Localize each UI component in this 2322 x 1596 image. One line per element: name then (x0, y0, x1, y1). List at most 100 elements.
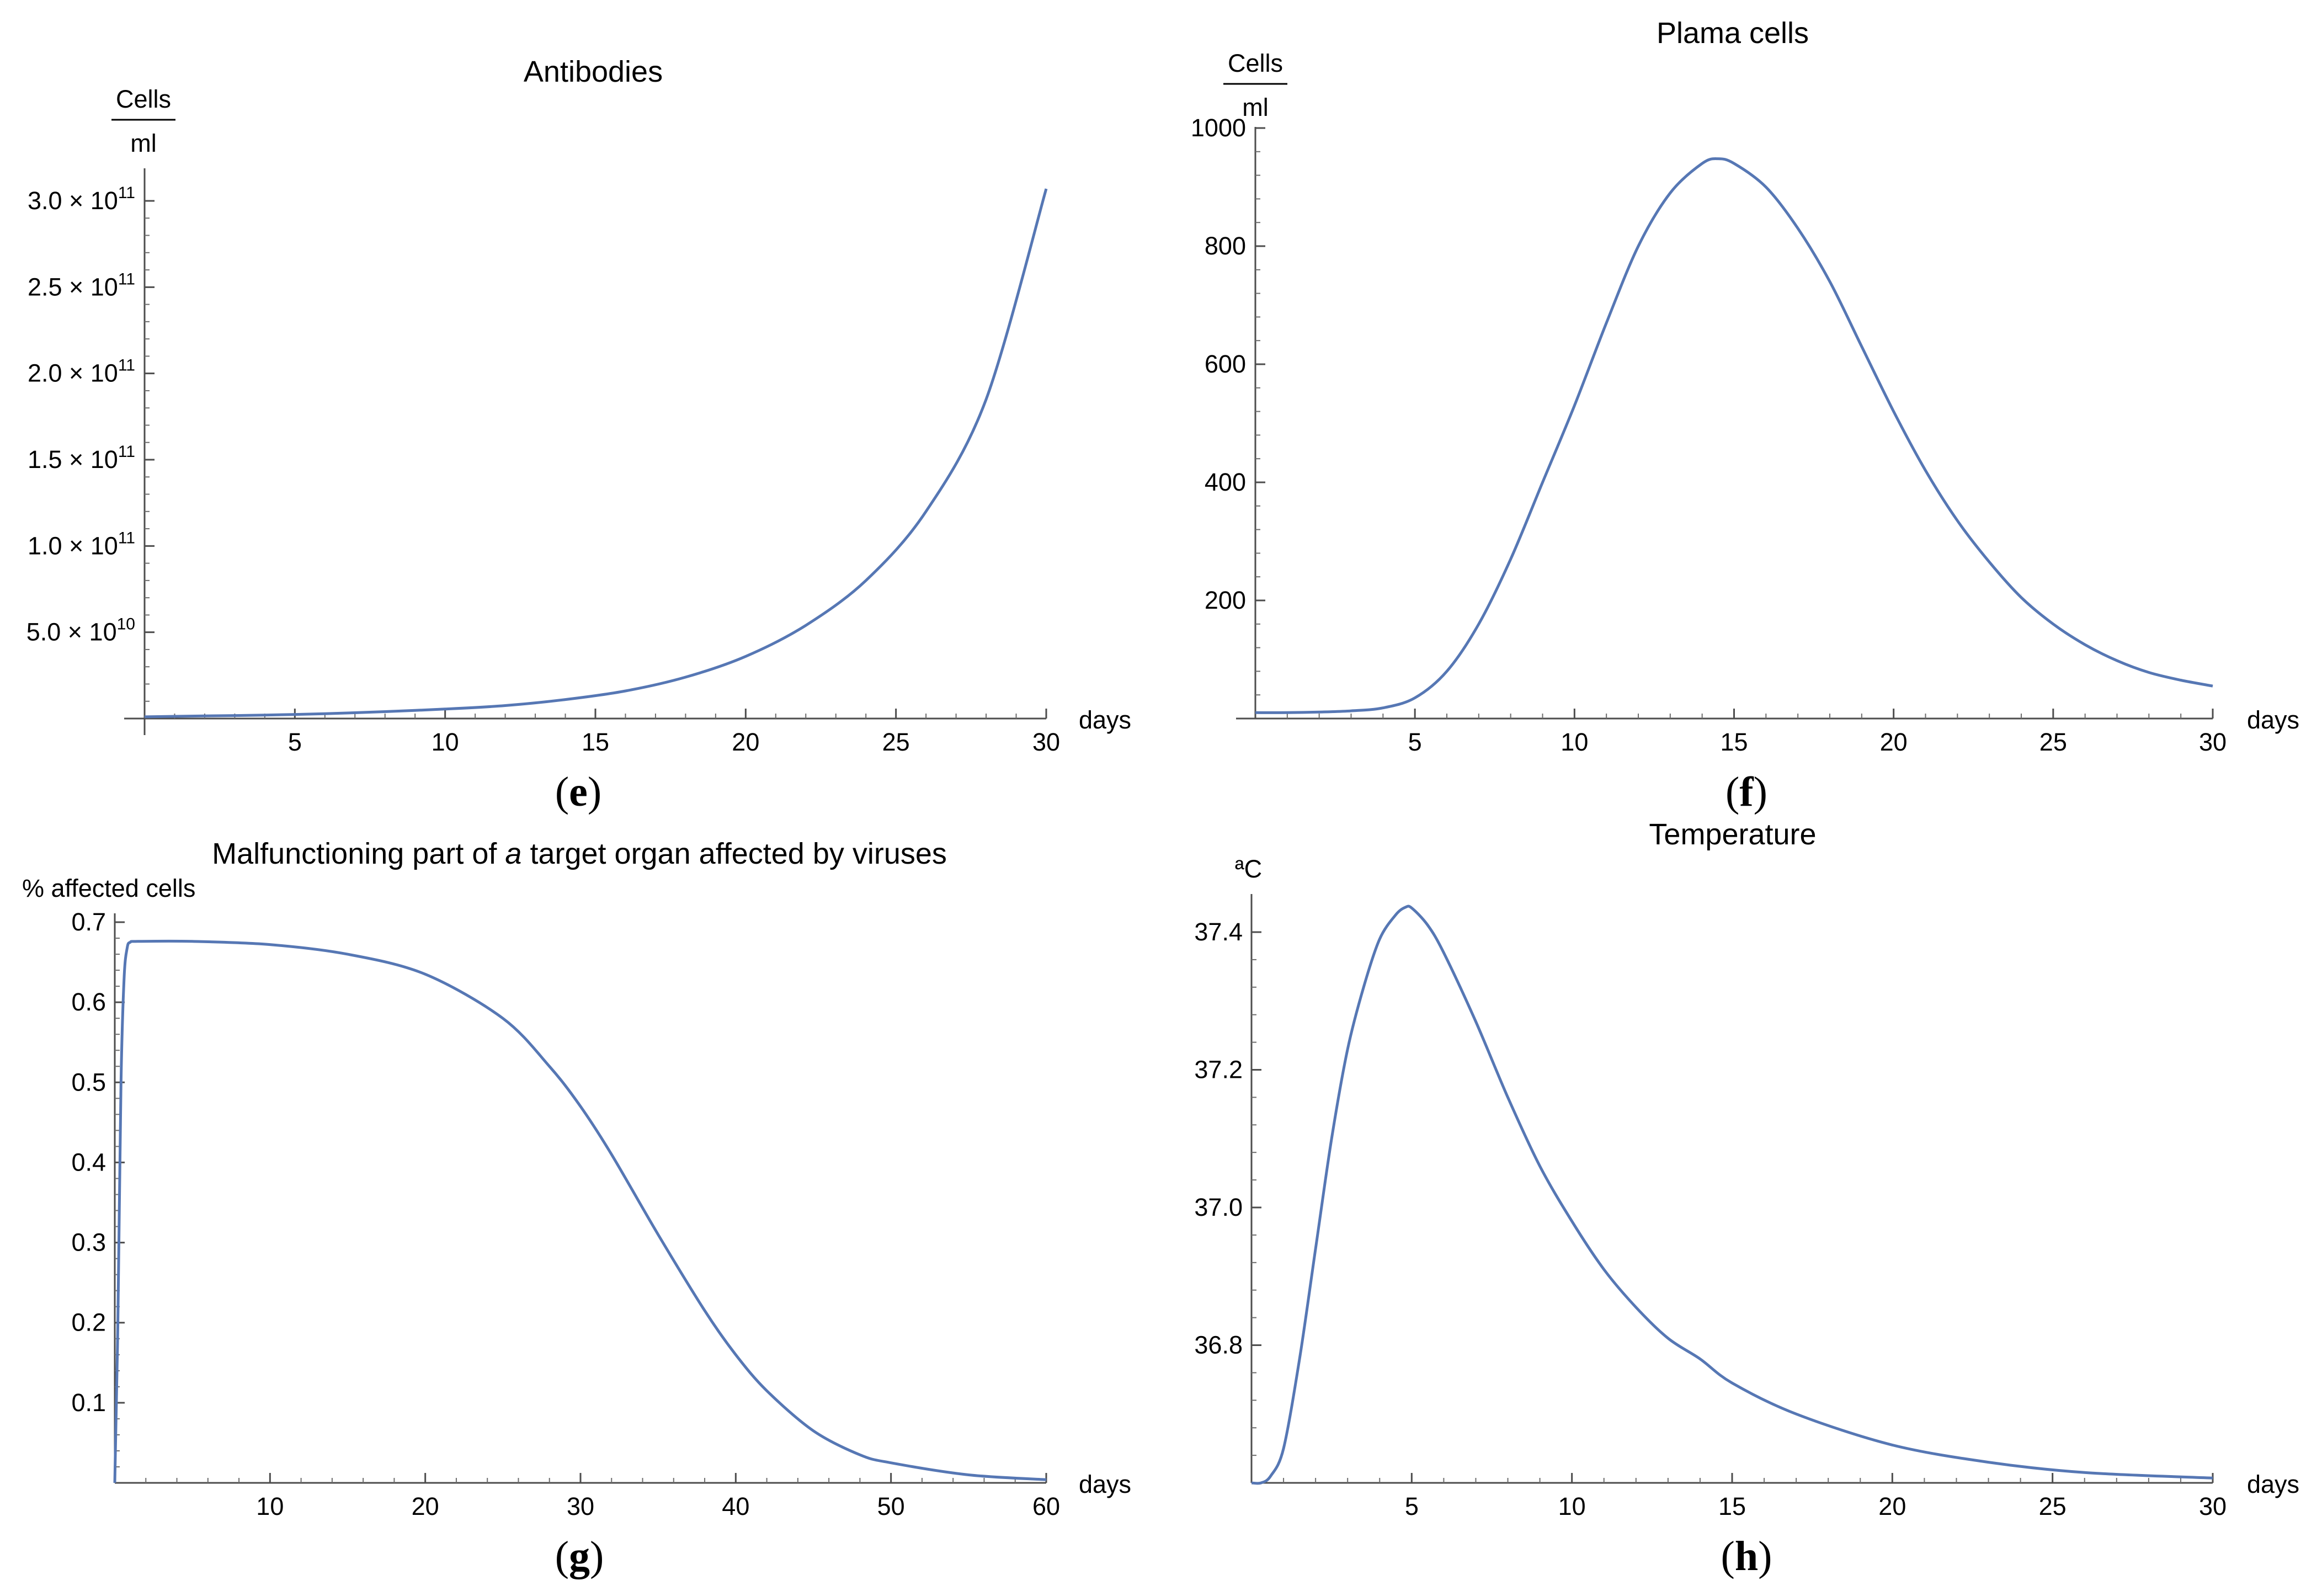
x-tick-label: 5 (1408, 728, 1422, 756)
y-tick-label: 0.4 (71, 1148, 106, 1176)
y-tick-label: 0.6 (71, 988, 106, 1016)
series-line (1255, 157, 2213, 714)
y-tick-label: 1.0 × 1011 (28, 529, 135, 560)
series-line (144, 188, 1048, 719)
series-line (1251, 905, 2213, 1485)
y-tick-mantissa: 3.0 × 10 (28, 187, 118, 215)
x-tick-label: 40 (722, 1492, 749, 1520)
chart-panel-f: Plama cells 5 10 15 20 25 30 200 400 600 800 1000 Ce… (1191, 17, 2299, 815)
panel-label-close: ) (1754, 769, 1767, 815)
panel-label: (f) (1725, 769, 1767, 815)
y-axis-label: % affected cells (22, 874, 195, 902)
y-tick-mantissa: 1.5 × 10 (28, 445, 118, 474)
y-tick-exponent: 11 (118, 184, 135, 202)
y-tick-label: 0.1 (71, 1388, 106, 1417)
x-axis-label: days (1079, 706, 1131, 734)
y-tick-label: 37.4 (1194, 918, 1243, 946)
y-tick-exponent: 11 (118, 270, 135, 288)
y-axis-label-denominator: ml (1242, 93, 1268, 121)
y-tick-label: 0.3 (71, 1228, 106, 1257)
x-tick-label: 20 (1880, 728, 1908, 756)
y-axis-label-numerator: Cells (1228, 49, 1283, 77)
x-tick-label: 60 (1032, 1492, 1060, 1520)
y-tick-exponent: 11 (118, 357, 135, 375)
panel-label-close: ) (590, 1533, 604, 1579)
y-tick-mantissa: 1.0 × 10 (28, 531, 118, 560)
x-tick-label: 50 (877, 1492, 905, 1520)
chart-panel-h: Temperature 5 10 15 20 25 30 36.8 37.0 37.2 37.4 ªC… (1194, 818, 2299, 1579)
panel-label-letter: f (1739, 769, 1754, 815)
chart-title: Malfunctioning part of a target organ af… (212, 837, 947, 870)
y-tick-label: 37.0 (1194, 1193, 1243, 1221)
chart-title-part: Malfunctioning part of (212, 837, 505, 870)
y-tick-label: 600 (1205, 350, 1246, 378)
x-tick-label: 10 (432, 728, 459, 756)
y-tick-label: 36.8 (1194, 1331, 1243, 1359)
y-tick-label: 37.2 (1194, 1056, 1243, 1084)
y-tick-label: 0.7 (71, 908, 106, 936)
y-tick-mantissa: 5.0 × 10 (26, 618, 117, 646)
y-tick-label: 800 (1205, 232, 1246, 260)
panel-label-close: ) (1758, 1533, 1772, 1579)
x-tick-label: 30 (1032, 728, 1060, 756)
x-tick-label: 15 (582, 728, 609, 756)
x-axis-label: days (2247, 1470, 2299, 1498)
x-tick-label: 30 (2199, 728, 2227, 756)
chart-title-part: target organ affected by viruses (521, 837, 946, 870)
y-tick-label: 0.2 (71, 1308, 106, 1337)
x-tick-label: 15 (1720, 728, 1748, 756)
panel-label-open: ( (1725, 769, 1739, 815)
series-line (113, 939, 1047, 1483)
y-tick-label: 5.0 × 1010 (26, 615, 135, 646)
chart-title: Temperature (1649, 818, 1816, 851)
y-tick-label: 2.0 × 1011 (28, 357, 135, 387)
x-tick-label: 25 (882, 728, 910, 756)
y-tick-label: 2.5 × 1011 (28, 270, 135, 301)
chart-title-part: a (505, 837, 521, 870)
x-tick-label: 5 (1405, 1492, 1419, 1520)
y-tick-label: 3.0 × 1011 (28, 184, 135, 215)
panel-label-open: ( (1721, 1533, 1735, 1579)
panel-label-letter: g (569, 1533, 590, 1579)
x-tick-label: 20 (732, 728, 759, 756)
panel-label-open: ( (555, 769, 569, 815)
y-axis-label-denominator: ml (130, 129, 156, 157)
y-tick-label: 1000 (1191, 114, 1246, 142)
x-tick-label: 10 (1561, 728, 1588, 756)
y-tick-label: 200 (1205, 586, 1246, 614)
x-tick-label: 10 (256, 1492, 284, 1520)
chart-panel-g: Malfunctioning part of a target organ af… (22, 837, 1131, 1579)
panel-label-letter: e (569, 769, 588, 815)
y-tick-label: 0.5 (71, 1068, 106, 1096)
panel-label: (g) (555, 1533, 604, 1579)
x-tick-label: 15 (1718, 1492, 1746, 1520)
panel-label-open: ( (555, 1533, 569, 1579)
x-axis-label: days (1079, 1470, 1131, 1498)
x-tick-label: 10 (1558, 1492, 1586, 1520)
x-tick-label: 25 (2039, 728, 2067, 756)
y-tick-exponent: 11 (118, 529, 135, 547)
y-tick-mantissa: 2.0 × 10 (28, 359, 118, 387)
chart-title: Plama cells (1657, 17, 1809, 50)
chart-title: Antibodies (524, 55, 663, 88)
x-tick-label: 30 (567, 1492, 594, 1520)
y-tick-mantissa: 2.5 × 10 (28, 273, 118, 301)
panel-label-letter: h (1735, 1533, 1758, 1579)
x-tick-label: 5 (288, 728, 302, 756)
x-tick-label: 30 (2199, 1492, 2227, 1520)
y-axis-label: ªC (1235, 855, 1262, 883)
x-axis-label: days (2247, 706, 2299, 734)
x-tick-label: 20 (412, 1492, 439, 1520)
y-tick-exponent: 10 (117, 615, 135, 634)
panel-label: (h) (1721, 1533, 1772, 1579)
y-tick-label: 400 (1205, 468, 1246, 496)
y-axis-label-numerator: Cells (116, 85, 171, 113)
x-tick-label: 20 (1878, 1492, 1906, 1520)
panel-label-close: ) (588, 769, 601, 815)
y-tick-exponent: 11 (118, 443, 135, 461)
x-tick-label: 25 (2039, 1492, 2067, 1520)
panel-label: (e) (555, 769, 601, 815)
y-tick-label: 1.5 × 1011 (28, 443, 135, 474)
